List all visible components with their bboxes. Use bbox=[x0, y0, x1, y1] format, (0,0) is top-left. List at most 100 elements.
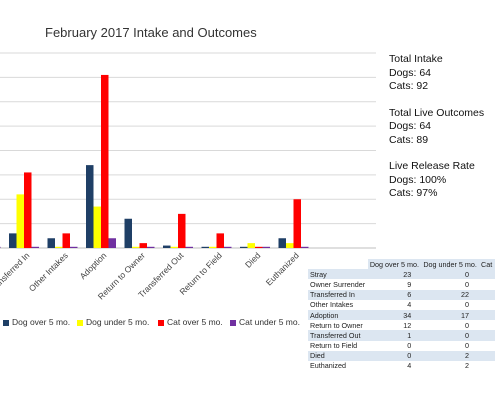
bar-2-3 bbox=[31, 246, 39, 248]
bar-3-0 bbox=[47, 238, 55, 248]
legend-label: Dog under 5 mo. bbox=[86, 317, 150, 327]
table-header-cat: Cat bbox=[479, 259, 495, 270]
row-dog-under: 0 bbox=[421, 299, 480, 310]
bar-2-1 bbox=[16, 194, 24, 248]
release-rate-heading: Live Release Rate bbox=[389, 160, 475, 172]
table-row: Died 0 2 bbox=[308, 350, 495, 361]
row-dog-over: 6 bbox=[367, 289, 422, 300]
intake-cats: Cats: 92 bbox=[389, 80, 429, 92]
row-dog-under: 22 bbox=[421, 289, 480, 300]
row-dog-over: 4 bbox=[367, 299, 422, 310]
data-table: Dog over 5 mo. Dog under 5 mo. Cat Stray… bbox=[308, 259, 495, 372]
summary-stats: Total Intake Dogs: 64 Cats: 92 Total Liv… bbox=[389, 53, 484, 201]
row-dog-under: 0 bbox=[421, 340, 480, 351]
bar-5-1 bbox=[132, 246, 140, 248]
table-row: Transferred Out 1 0 bbox=[308, 330, 495, 341]
table-header-dog-over: Dog over 5 mo. bbox=[367, 259, 422, 270]
bar-6-0 bbox=[163, 245, 171, 248]
legend-label: Cat under 5 mo. bbox=[239, 317, 300, 327]
live-outcomes-dogs: Dogs: 64 bbox=[389, 120, 432, 132]
data-table-wrapper: Dog over 5 mo. Dog under 5 mo. Cat Stray… bbox=[308, 259, 495, 379]
table-row: Transferred In 6 22 bbox=[308, 289, 495, 300]
bar-8-0 bbox=[240, 246, 248, 248]
row-label: Transferred In bbox=[308, 289, 368, 300]
bar-4-2 bbox=[101, 74, 109, 248]
x-tick-label: Euthanized bbox=[264, 250, 301, 287]
row-dog-under: 17 bbox=[421, 309, 480, 321]
row-dog-over: 1 bbox=[367, 330, 422, 341]
bar-3-2 bbox=[62, 233, 70, 248]
bar-5-3 bbox=[147, 246, 155, 248]
live-outcomes-heading: Total Live Outcomes bbox=[389, 106, 485, 119]
legend-item-dog-under: Dog under 5 mo. bbox=[77, 317, 149, 327]
legend-label: Dog over 5 mo. bbox=[12, 317, 71, 327]
row-label: Transferred Out bbox=[308, 330, 368, 341]
legend-item-cat-under: Cat under 5 mo. bbox=[230, 317, 300, 327]
bar-7-3 bbox=[224, 246, 232, 248]
row-dog-over: 23 bbox=[367, 269, 422, 280]
bars bbox=[0, 74, 309, 248]
legend-item-dog-over: Dog over 5 mo. bbox=[3, 317, 70, 327]
gridlines bbox=[0, 52, 376, 249]
row-dog-under: 0 bbox=[421, 279, 480, 290]
row-label: Other Intakes bbox=[308, 299, 368, 310]
table-row: Return to Field 0 0 bbox=[308, 340, 495, 351]
bar-5-2 bbox=[139, 243, 147, 248]
bar-4-0 bbox=[86, 165, 94, 248]
release-rate-cats: Cats: 97% bbox=[389, 187, 438, 199]
row-label: Euthanized bbox=[308, 360, 368, 372]
bar-9-3 bbox=[301, 246, 309, 248]
release-rate-dogs: Dogs: 100% bbox=[389, 173, 447, 186]
row-dog-under: 0 bbox=[421, 269, 480, 280]
bar-8-3 bbox=[262, 246, 270, 248]
table-row: Stray 23 0 bbox=[308, 269, 495, 280]
bar-6-3 bbox=[185, 246, 193, 248]
bar-3-1 bbox=[55, 246, 63, 248]
bar-9-1 bbox=[286, 243, 294, 248]
row-dog-over: 0 bbox=[367, 350, 422, 361]
intake-dogs: Dogs: 64 bbox=[389, 66, 432, 79]
row-dog-under: 2 bbox=[421, 360, 480, 372]
legend-item-cat-over: Cat over 5 mo. bbox=[158, 317, 223, 327]
row-dog-under: 0 bbox=[421, 320, 480, 331]
table-row: Euthanized 4 2 bbox=[308, 360, 495, 372]
table-header-row: Dog over 5 mo. Dog under 5 mo. Cat bbox=[308, 259, 495, 270]
legend-swatch bbox=[3, 319, 9, 326]
bar-4-1 bbox=[93, 206, 101, 248]
table-row: Adoption 34 17 bbox=[308, 309, 495, 321]
bar-7-1 bbox=[209, 246, 217, 248]
row-dog-over: 34 bbox=[367, 309, 422, 321]
row-dog-under: 0 bbox=[421, 330, 480, 341]
legend-swatch bbox=[230, 319, 236, 326]
bar-7-0 bbox=[201, 246, 209, 248]
row-dog-over: 4 bbox=[367, 360, 422, 372]
chart-title: February 2017 Intake and Outcomes bbox=[45, 25, 257, 40]
row-dog-over: 9 bbox=[367, 279, 422, 290]
row-label: Stray bbox=[308, 269, 368, 280]
table-row: Owner Surrender 9 0 bbox=[308, 279, 495, 290]
x-tick-label: Other Intakes bbox=[27, 250, 70, 293]
bar-3-3 bbox=[70, 246, 78, 248]
row-dog-over: 0 bbox=[367, 340, 422, 351]
bar-8-1 bbox=[247, 243, 255, 248]
row-dog-under: 2 bbox=[421, 350, 480, 361]
row-label: Died bbox=[308, 350, 368, 361]
table-row: Return to Owner 12 0 bbox=[308, 320, 495, 331]
bar-9-2 bbox=[293, 199, 301, 248]
bar-4-3 bbox=[108, 238, 116, 248]
bar-6-1 bbox=[170, 246, 178, 248]
live-outcomes-cats: Cats: 89 bbox=[389, 133, 429, 146]
intake-heading: Total Intake bbox=[389, 53, 443, 65]
table-header-blank bbox=[308, 259, 368, 270]
legend-swatch bbox=[158, 319, 164, 326]
bar-1-3 bbox=[0, 246, 1, 248]
legend-label: Cat over 5 mo. bbox=[167, 317, 223, 327]
legend-swatch bbox=[77, 319, 83, 326]
row-dog-over: 12 bbox=[367, 320, 422, 331]
row-label: Adoption bbox=[308, 309, 368, 321]
bar-6-2 bbox=[178, 213, 186, 248]
row-label: Return to Field bbox=[308, 340, 368, 351]
bar-8-2 bbox=[255, 246, 263, 248]
